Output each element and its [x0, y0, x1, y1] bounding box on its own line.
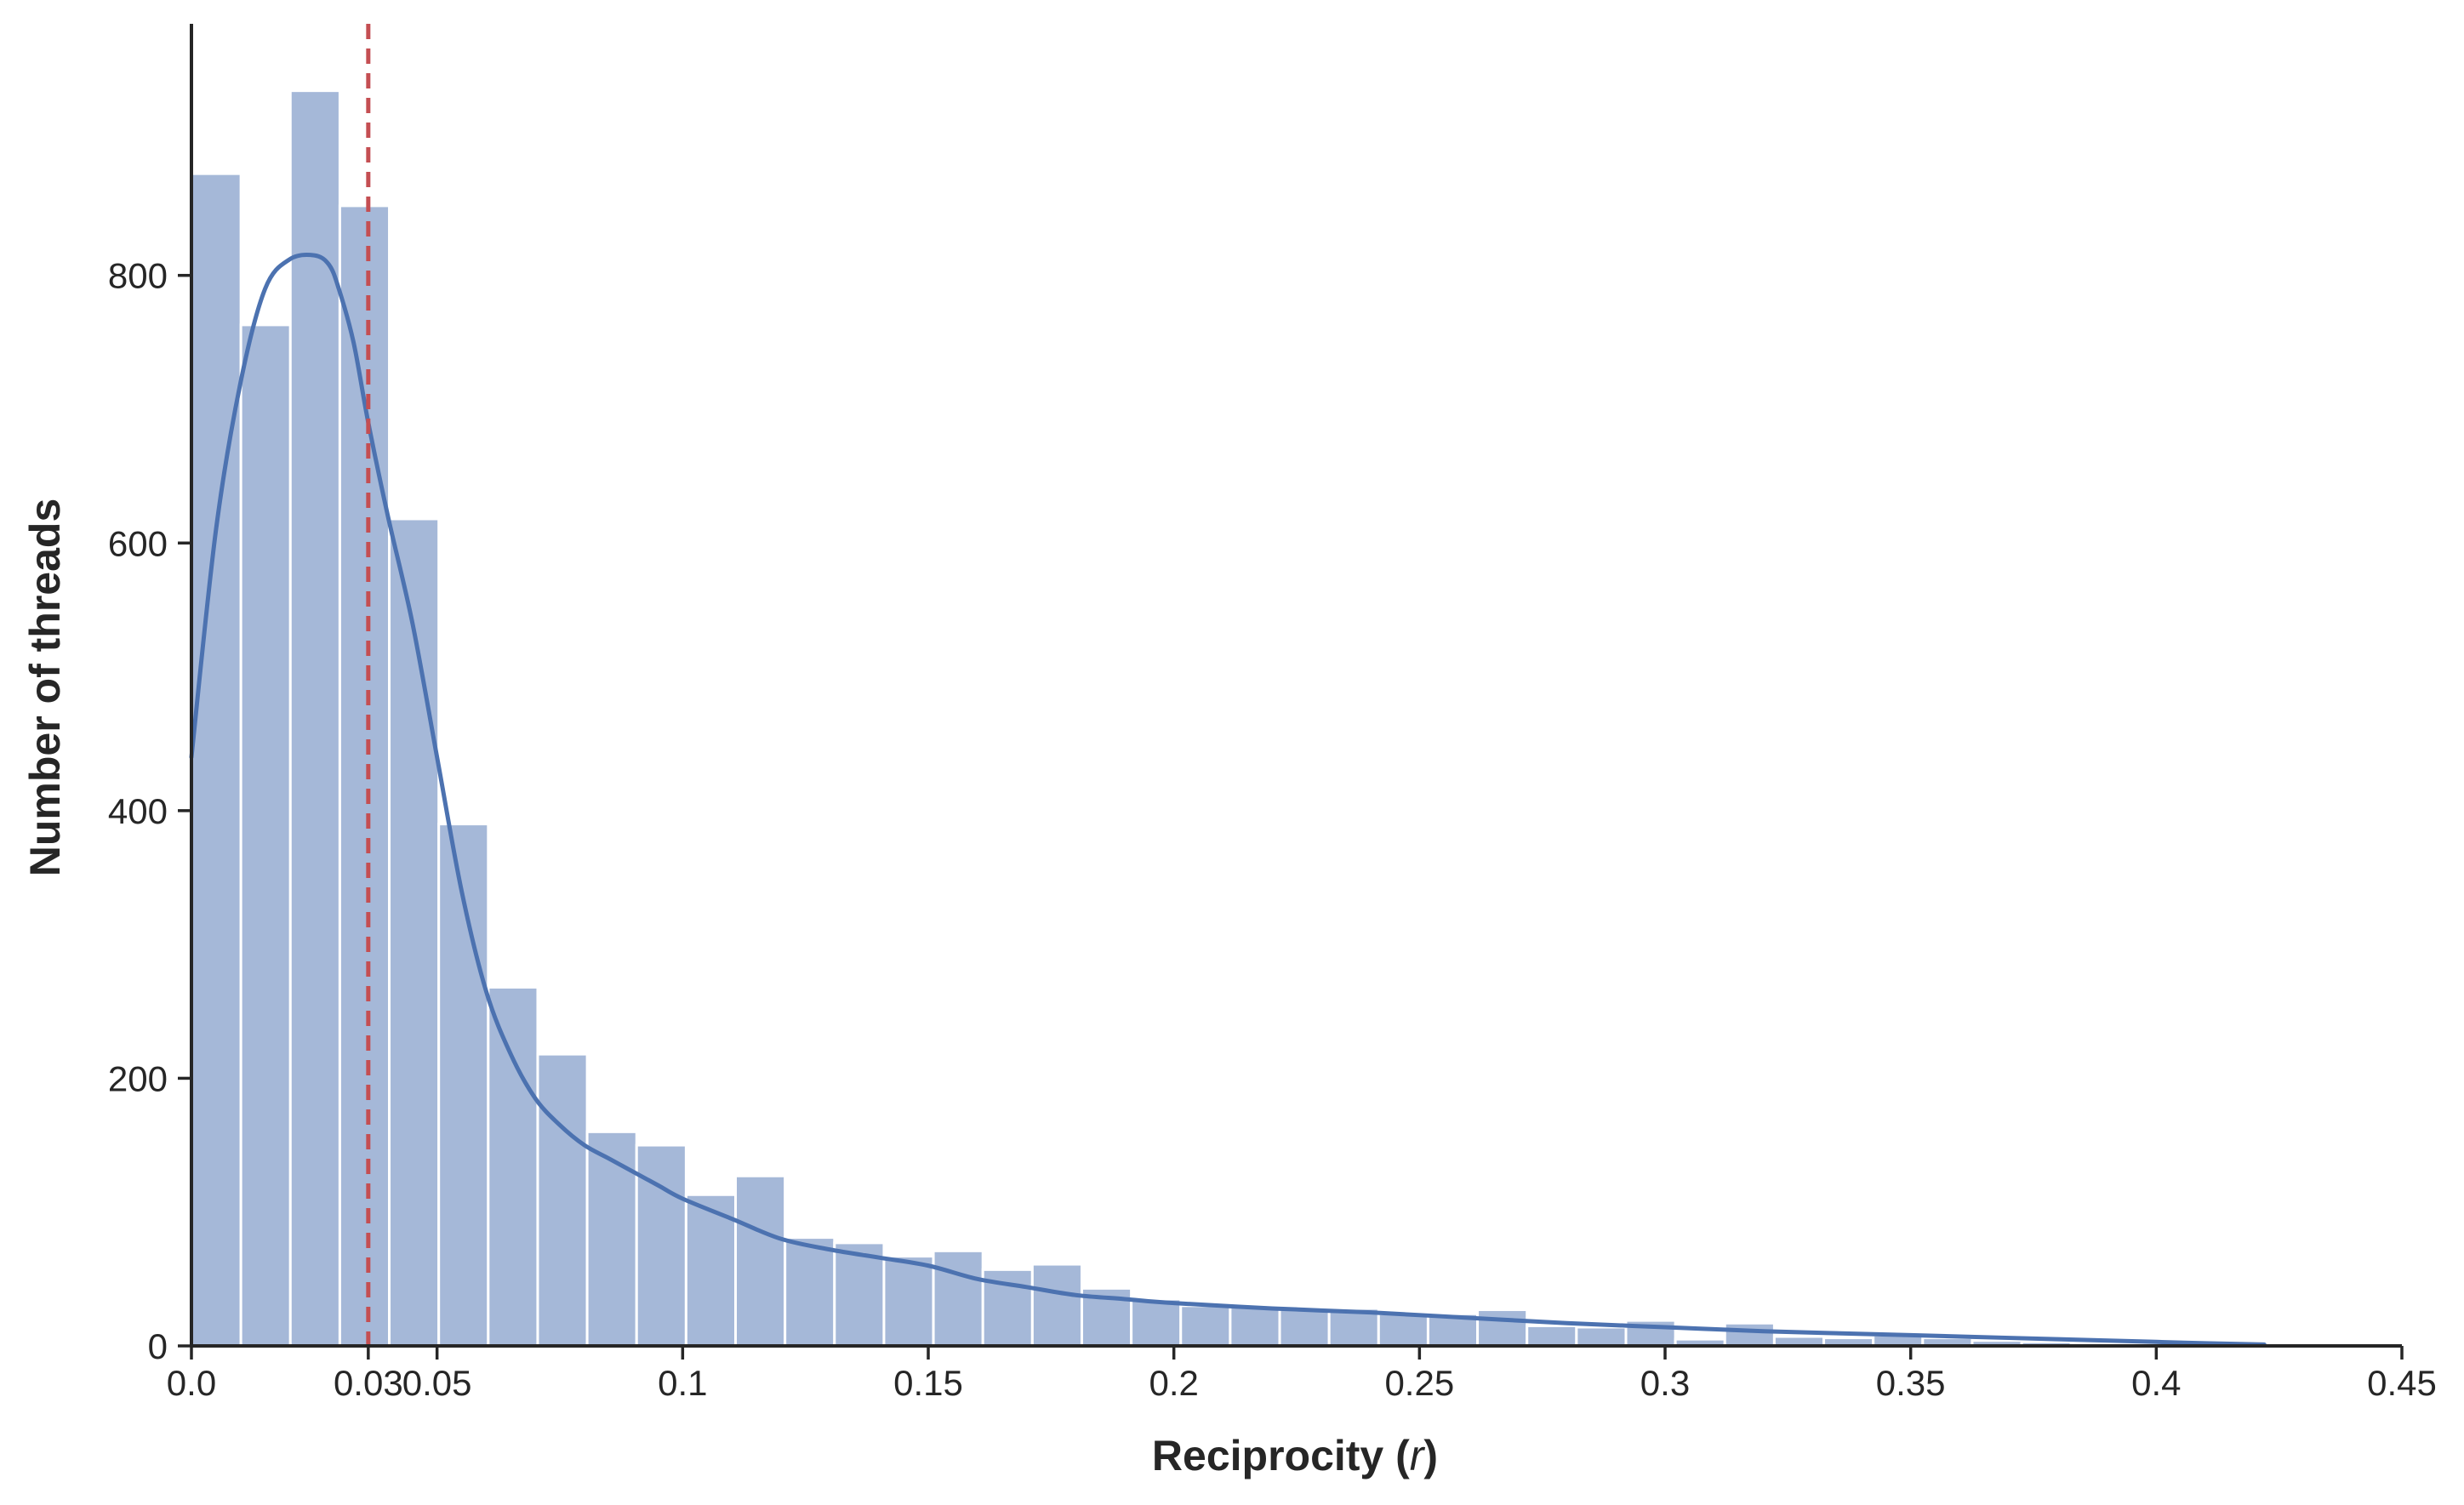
kde-curve	[189, 252, 2267, 1347]
y-tick-label: 400	[108, 791, 168, 831]
x-tick-label: 0.25	[1384, 1363, 1454, 1403]
y-axis-label: Number of threads	[21, 499, 69, 877]
kde-curve-group	[189, 252, 2267, 1347]
histogram-bar	[585, 1130, 638, 1348]
x-tick-label: 0.35	[1876, 1363, 1946, 1403]
x-tick-label: 0.2	[1149, 1363, 1198, 1403]
histogram-bar	[1575, 1325, 1628, 1348]
histogram-bar	[1723, 1321, 1776, 1348]
x-tick-label: 0.15	[893, 1363, 963, 1403]
histogram-bar	[784, 1236, 836, 1348]
x-tick-label: 0.45	[2367, 1363, 2437, 1403]
x-tick-label: 0.4	[2131, 1363, 2181, 1403]
histogram-bar	[1476, 1308, 1529, 1348]
histogram-bar	[1130, 1297, 1183, 1348]
histogram-bar	[487, 985, 539, 1348]
histogram-bar	[190, 172, 242, 1348]
histogram-bar	[1278, 1307, 1331, 1348]
histogram-bar	[338, 204, 391, 1348]
histogram-bar	[1229, 1304, 1281, 1348]
histogram-bar	[1526, 1324, 1578, 1348]
x-ticks: 0.0 0.03 0.05 0.1 0.15 0.2 0.25 0.3 0.35 0.4 0.45	[167, 1346, 2437, 1403]
y-tick-label: 0	[148, 1326, 168, 1366]
y-ticks: 0 200 400 600 800	[108, 256, 191, 1366]
histogram-bar	[932, 1249, 984, 1348]
x-tick-label: 0.05	[402, 1363, 472, 1403]
histogram-bar	[536, 1052, 589, 1348]
histogram-bar	[288, 89, 341, 1348]
y-tick-label: 200	[108, 1058, 168, 1098]
histogram-bar	[388, 517, 441, 1348]
y-tick-label: 600	[108, 523, 168, 563]
histogram-bar	[1179, 1304, 1232, 1348]
x-tick-label: 0.1	[658, 1363, 707, 1403]
x-axis-label: Reciprocity (r)	[1152, 1432, 1438, 1479]
histogram-bars	[190, 89, 2320, 1348]
histogram-bar	[1030, 1263, 1083, 1348]
axes	[190, 24, 2402, 1348]
x-axis-label-variable: r	[1410, 1432, 1426, 1479]
y-tick-label: 800	[108, 256, 168, 296]
histogram-bar	[239, 323, 292, 1348]
x-tick-label: 0.0	[167, 1363, 216, 1403]
x-tick-label: 0.3	[1640, 1363, 1690, 1403]
histogram-bar	[1377, 1312, 1429, 1348]
histogram-bar	[882, 1255, 935, 1348]
x-tick-label: 0.03	[334, 1363, 403, 1403]
histogram-bar	[734, 1174, 787, 1348]
histogram-bar	[437, 823, 490, 1348]
